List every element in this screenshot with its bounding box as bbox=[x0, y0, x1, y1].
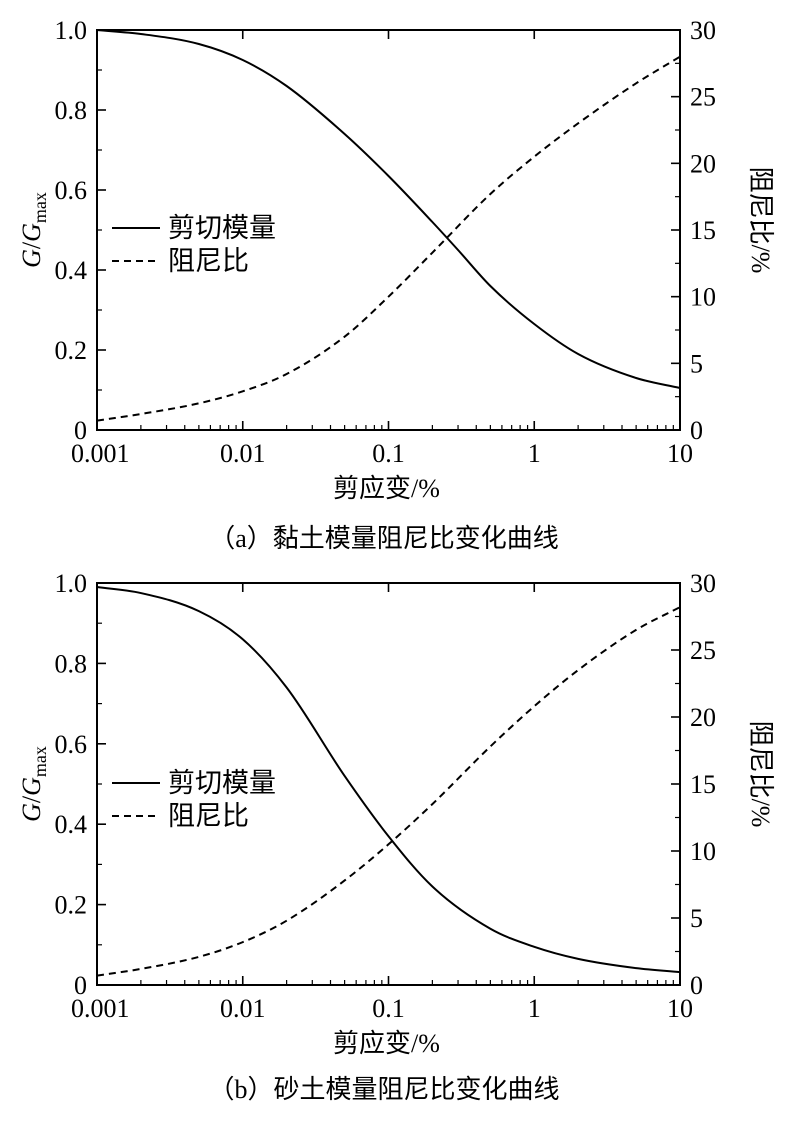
x-tick-label: 0.001 bbox=[71, 994, 130, 1023]
y-axis-label: G/Gmax bbox=[17, 192, 50, 268]
y-axis-label-slash: / bbox=[17, 795, 46, 803]
y2-tick-label: 10 bbox=[690, 837, 716, 866]
x-tick-label: 0.001 bbox=[71, 439, 130, 468]
y-tick-label: 0 bbox=[74, 971, 87, 1000]
x-tick-label: 1 bbox=[528, 994, 541, 1023]
x-tick-label: 1 bbox=[528, 439, 541, 468]
y2-tick-label: 10 bbox=[690, 283, 716, 312]
y2-axis-label: 阻尼比/% bbox=[746, 721, 775, 828]
x-tick-label: 0.1 bbox=[372, 994, 405, 1023]
x-axis-label: 剪应变/% bbox=[333, 1029, 440, 1058]
y-tick-label: 0.6 bbox=[55, 176, 88, 205]
chart-caption: （a）黏土模量阻尼比变化曲线 bbox=[209, 524, 559, 553]
x-tick-label: 10 bbox=[667, 994, 693, 1023]
y-tick-label: 0.8 bbox=[55, 649, 88, 678]
y2-tick-label: 5 bbox=[690, 349, 703, 378]
legend-label: 阻尼比 bbox=[168, 246, 249, 276]
y-axis-label-sub: max bbox=[30, 192, 50, 223]
y2-tick-label: 25 bbox=[690, 83, 716, 112]
y-tick-label: 0.2 bbox=[55, 891, 88, 920]
shear-modulus-line bbox=[96, 29, 681, 389]
x-axis-label: 剪应变/% bbox=[333, 474, 440, 503]
chart-caption: （b）砂土模量阻尼比变化曲线 bbox=[208, 1075, 559, 1104]
x-tick-label: 10 bbox=[667, 439, 693, 468]
legend-label: 剪切模量 bbox=[168, 213, 276, 243]
legend-label: 剪切模量 bbox=[168, 768, 276, 798]
y2-tick-label: 5 bbox=[690, 904, 703, 933]
y-axis-label-slash: / bbox=[17, 241, 46, 249]
y2-tick-label: 15 bbox=[690, 216, 716, 245]
y-tick-label: 0 bbox=[74, 416, 87, 445]
y2-tick-label: 0 bbox=[690, 971, 703, 1000]
y2-tick-label: 20 bbox=[690, 703, 716, 732]
y-axis-label-g: G bbox=[17, 803, 46, 822]
y-tick-label: 0.4 bbox=[55, 256, 88, 285]
x-tick-label: 0.1 bbox=[372, 439, 405, 468]
y-tick-label: 1.0 bbox=[55, 569, 88, 598]
y2-axis-label: 阻尼比/% bbox=[746, 167, 775, 274]
y2-tick-label: 30 bbox=[690, 16, 716, 45]
shear-modulus-line bbox=[96, 586, 681, 974]
x-tick-label: 0.01 bbox=[220, 994, 266, 1023]
y-axis-label-sub: max bbox=[30, 746, 50, 777]
y-tick-label: 0.6 bbox=[55, 730, 88, 759]
y2-tick-label: 20 bbox=[690, 149, 716, 178]
damping-ratio-line bbox=[96, 55, 681, 422]
y-axis-label: G/Gmax bbox=[17, 746, 50, 822]
y2-tick-label: 0 bbox=[690, 416, 703, 445]
y-tick-label: 1.0 bbox=[55, 16, 88, 45]
y-axis-label-g2: G bbox=[17, 223, 46, 242]
y-axis-label-g2: G bbox=[17, 777, 46, 796]
y-tick-label: 0.8 bbox=[55, 96, 88, 125]
y-axis-label-g: G bbox=[17, 249, 46, 268]
y2-tick-label: 30 bbox=[690, 569, 716, 598]
legend-label: 阻尼比 bbox=[168, 801, 249, 831]
y-tick-label: 0.4 bbox=[55, 810, 88, 839]
x-tick-label: 0.01 bbox=[220, 439, 266, 468]
chart-panel-a: 0.001 0.01 0.1 1 1000.20.40.60.81.0051015202… bbox=[17, 16, 775, 553]
y-tick-label: 0.2 bbox=[55, 336, 88, 365]
y2-tick-label: 25 bbox=[690, 636, 716, 665]
damping-ratio-line bbox=[96, 606, 681, 977]
y2-tick-label: 15 bbox=[690, 770, 716, 799]
chart-panel-b: 0.001 0.01 0.1 1 1000.20.40.60.81.0051015202… bbox=[17, 569, 775, 1104]
